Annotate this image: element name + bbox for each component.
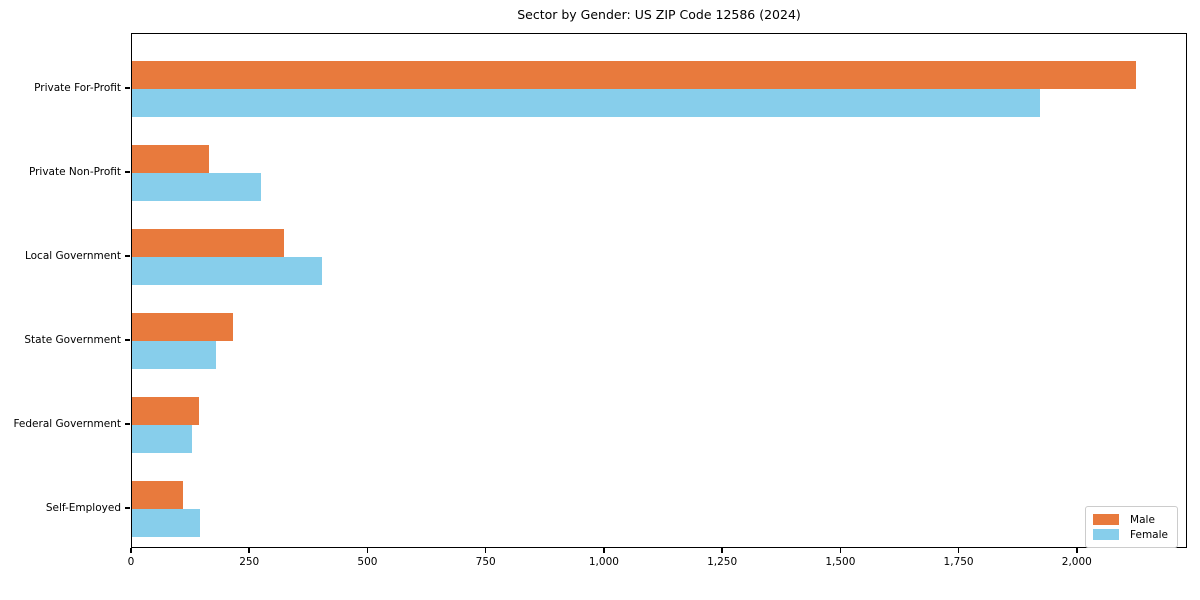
- x-tick-1-750: [957, 548, 960, 553]
- male-bar-local-government: [132, 229, 284, 257]
- y-tick-private-non-profit: [125, 171, 130, 173]
- legend-entry-female: Female: [1093, 527, 1168, 542]
- plot-area: [131, 33, 1187, 548]
- x-tick-label-0: 0: [127, 556, 135, 568]
- female-bar-private-non-profit: [132, 173, 262, 201]
- male-bar-private-for-profit: [132, 61, 1136, 89]
- male-bar-federal-government: [132, 397, 199, 425]
- y-tick-local-government: [125, 255, 130, 257]
- x-tick-label-1-500: 1,500: [825, 556, 856, 568]
- y-label-self-employed: Self-Employed: [45, 502, 121, 514]
- male-swatch-icon: [1093, 514, 1120, 525]
- female-bar-self-employed: [132, 509, 201, 537]
- chart-title: Sector by Gender: US ZIP Code 12586 (202…: [517, 7, 801, 22]
- female-bar-state-government: [132, 341, 217, 369]
- x-tick-1-250: [721, 548, 723, 553]
- y-label-private-non-profit: Private Non-Profit: [28, 166, 121, 178]
- x-tick-1-500: [839, 548, 842, 553]
- x-tick-1-000: [603, 548, 605, 553]
- female-swatch-icon: [1093, 529, 1120, 540]
- x-tick-label-2-000: 2,000: [1061, 556, 1092, 568]
- male-bar-state-government: [132, 313, 233, 341]
- x-tick-0: [130, 548, 132, 553]
- male-bar-private-non-profit: [132, 145, 210, 173]
- y-label-state-government: State Government: [24, 334, 121, 346]
- female-bar-private-for-profit: [132, 89, 1040, 117]
- y-label-local-government: Local Government: [24, 250, 121, 262]
- y-tick-federal-government: [125, 423, 130, 425]
- legend-label-male: Male: [1130, 513, 1155, 526]
- x-tick-label-500: 500: [357, 556, 378, 568]
- x-tick-500: [366, 548, 369, 553]
- y-tick-private-for-profit: [125, 87, 130, 89]
- x-tick-label-250: 250: [239, 556, 260, 568]
- x-tick-label-1-250: 1,250: [707, 556, 738, 568]
- female-bar-federal-government: [132, 425, 192, 453]
- y-label-private-for-profit: Private For-Profit: [34, 82, 121, 94]
- x-tick-label-1-750: 1,750: [943, 556, 974, 568]
- legend-entry-male: Male: [1093, 512, 1168, 527]
- legend: Male Female: [1085, 506, 1178, 548]
- x-tick-750: [484, 548, 487, 553]
- legend-label-female: Female: [1130, 528, 1168, 541]
- male-bar-self-employed: [132, 481, 184, 509]
- x-tick-2-000: [1076, 548, 1078, 553]
- x-tick-label-750: 750: [475, 556, 496, 568]
- x-tick-label-1-000: 1,000: [588, 556, 619, 568]
- y-tick-self-employed: [125, 507, 130, 509]
- y-tick-state-government: [125, 339, 130, 341]
- y-label-federal-government: Federal Government: [13, 418, 121, 430]
- x-tick-250: [248, 548, 250, 553]
- female-bar-local-government: [132, 257, 323, 285]
